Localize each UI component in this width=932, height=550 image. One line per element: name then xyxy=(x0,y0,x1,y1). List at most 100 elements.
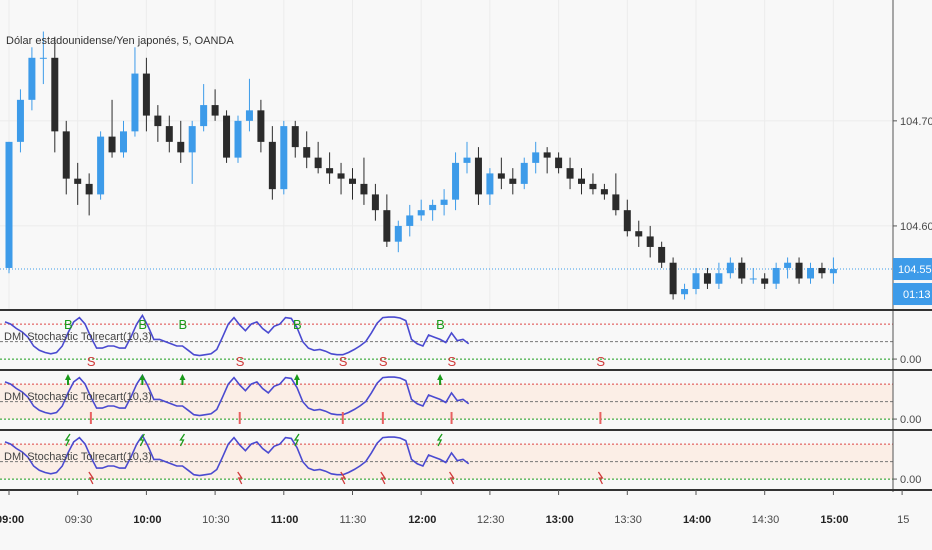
candle-body xyxy=(200,105,208,127)
candle-body xyxy=(497,173,505,179)
candle-body xyxy=(314,157,322,169)
time-tick-label: 13:00 xyxy=(546,514,574,526)
buy-arrow xyxy=(293,374,300,385)
candle-body xyxy=(600,189,608,195)
candle-body xyxy=(39,57,47,59)
candle-body xyxy=(360,183,368,195)
candle-body xyxy=(165,126,173,142)
candle xyxy=(383,194,391,247)
zero-label: 0.00 xyxy=(900,474,921,486)
candle-body xyxy=(245,110,253,121)
price-tick-label: 104.600 xyxy=(900,221,932,233)
candle xyxy=(463,141,471,174)
zero-label: 0.00 xyxy=(900,414,921,426)
candle-body xyxy=(463,157,471,163)
candle xyxy=(74,162,82,205)
candle xyxy=(726,257,734,279)
candle-body xyxy=(383,210,391,242)
candle-body xyxy=(784,262,792,268)
candle xyxy=(520,157,528,190)
candle-body xyxy=(749,278,757,280)
candle xyxy=(795,257,803,284)
candle-body xyxy=(268,141,276,190)
indicator-panes[interactable]: B B B B B S S S S S S DMI Stochastic Tolrecart(10,3… xyxy=(0,311,921,490)
last-price-value: 104.559 xyxy=(898,264,932,276)
candle-body xyxy=(612,194,620,211)
candle-body xyxy=(646,236,654,247)
candle-body xyxy=(578,178,585,184)
candle xyxy=(371,183,379,221)
candle xyxy=(692,267,700,295)
time-tick-label: 09:00 xyxy=(0,514,24,526)
buy-arrow xyxy=(139,374,146,385)
candle-body xyxy=(188,126,196,153)
candle xyxy=(635,220,643,247)
candle-body xyxy=(406,215,414,226)
time-tick-label: 11:00 xyxy=(271,514,299,526)
candle-body xyxy=(5,141,13,268)
price-tick-label: 104.700 xyxy=(900,116,932,128)
candle xyxy=(268,126,276,200)
candle-body xyxy=(142,73,150,116)
buy-bolt xyxy=(64,433,71,447)
candle-body xyxy=(28,57,36,100)
candle-body xyxy=(818,267,826,274)
candle xyxy=(234,115,242,163)
sell-marker: S xyxy=(87,354,96,369)
candle-body xyxy=(543,152,551,158)
time-tick-label: 12:00 xyxy=(408,514,436,526)
candle xyxy=(280,120,288,195)
candle-body xyxy=(807,267,814,279)
buy-bolt xyxy=(436,433,443,447)
candle xyxy=(566,157,574,190)
countdown-value: 01:13 xyxy=(903,289,931,301)
time-tick-label: 10:30 xyxy=(202,514,230,526)
candle-body xyxy=(566,168,574,179)
candle xyxy=(829,257,837,284)
last-price-tag: 104.559 01:13 xyxy=(893,258,932,306)
candle xyxy=(349,168,356,200)
candle-body xyxy=(452,162,460,200)
stoch-line xyxy=(4,313,470,357)
candle-body xyxy=(349,178,356,184)
candle xyxy=(131,47,139,137)
candle xyxy=(97,131,105,200)
candle xyxy=(417,199,425,221)
candle xyxy=(589,173,597,195)
candle xyxy=(486,168,494,205)
candle-body xyxy=(761,278,769,284)
candle xyxy=(337,162,345,195)
candle xyxy=(761,273,769,289)
candle-body xyxy=(417,210,425,216)
sell-marker: S xyxy=(379,354,388,369)
sell-marker: S xyxy=(596,354,605,369)
sell-bolt xyxy=(449,471,455,485)
candle xyxy=(142,57,150,132)
candle-body xyxy=(635,231,643,237)
candle-body xyxy=(429,204,437,211)
candle-body xyxy=(154,115,162,127)
candle xyxy=(223,110,231,163)
candle xyxy=(681,283,689,300)
candle xyxy=(165,115,173,153)
candle xyxy=(474,147,482,205)
price-pane[interactable] xyxy=(0,31,893,300)
sell-bolt xyxy=(237,471,243,485)
candle-body xyxy=(738,262,746,279)
candle-body xyxy=(681,288,689,295)
stoch-panel-1: B B B B B S S S S S S DMI Stochastic Tolrecart(10,3… xyxy=(0,311,921,370)
candle xyxy=(85,173,93,216)
candle xyxy=(452,152,460,211)
candle-body xyxy=(223,115,231,158)
candle-body xyxy=(211,105,219,116)
candle xyxy=(646,225,654,258)
sell-bolt xyxy=(340,471,346,485)
candle xyxy=(658,241,666,268)
candle xyxy=(703,267,711,289)
candle xyxy=(612,173,620,216)
time-tick-label: 11:30 xyxy=(340,514,367,526)
countdown-tag-bg xyxy=(893,283,932,306)
time-tick-label: 09:30 xyxy=(65,514,93,526)
time-tick-label: 14:30 xyxy=(752,514,780,526)
